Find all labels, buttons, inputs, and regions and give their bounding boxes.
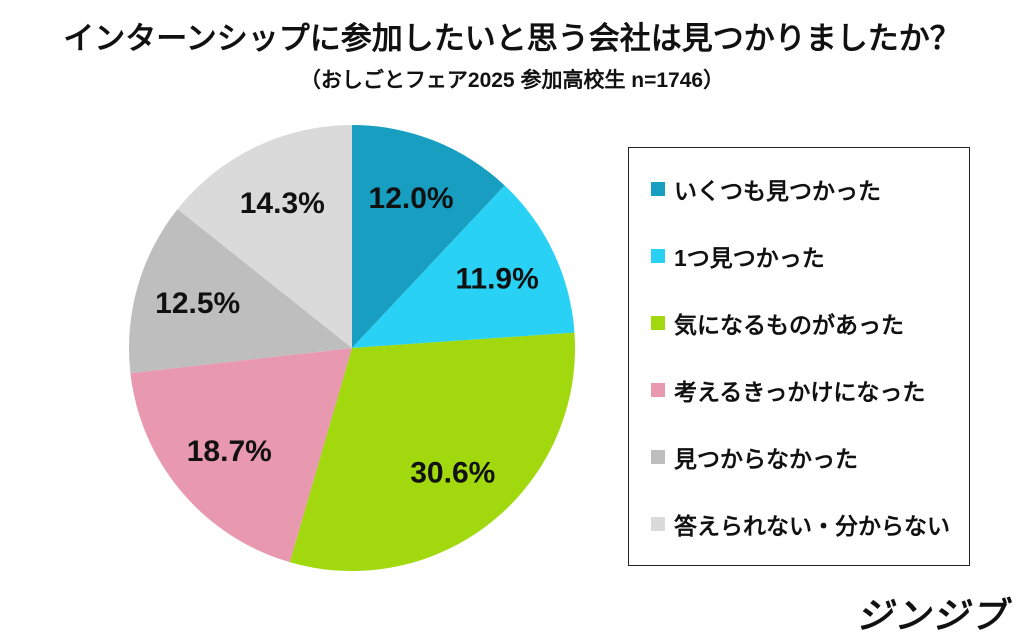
legend-swatch-icon [651, 382, 665, 397]
legend-item-1: 1つ見つかった [651, 239, 959, 273]
pie-slice-3 [130, 348, 352, 563]
legend-label: 気になるものがあった [674, 312, 904, 339]
pie-slice-5 [177, 125, 352, 348]
chart-subtitle: （おしごとフェア2025 参加高校生 n=1746） [299, 68, 725, 92]
legend-label: 1つ見つかった [674, 245, 825, 272]
slice-value-label: 18.7% [187, 435, 272, 468]
legend-swatch-icon [651, 249, 665, 264]
legend-label: 答えられない・分からない [674, 512, 950, 539]
legend-item-2: 気になるものがあった [651, 306, 959, 340]
pie-chart: 12.0% 11.9% 30.6% 18.7% 12.5% 14.3% [128, 125, 576, 572]
slice-value-label: 11.9% [455, 263, 538, 296]
chart-title: インターンシップに参加したいと思う会社は見つかりましたか？ [63, 21, 961, 56]
slice-value-label: 12.5% [155, 287, 240, 320]
legend-item-3: 考えるきっかけになった [651, 373, 959, 407]
pie-slice-4 [128, 209, 352, 374]
slice-value-label: 14.3% [240, 187, 325, 220]
pie-slice-0 [352, 125, 505, 348]
slice-value-label: 30.6% [410, 457, 495, 490]
legend-label: 見つからなかった [674, 445, 858, 472]
legend-swatch-icon [651, 516, 665, 531]
chart-legend: いくつも見つかった 1つ見つかった気になるものがあった 考えるきっかけになった 見つか… [628, 147, 970, 566]
legend-item-4: 見つからなかった [651, 440, 959, 474]
pie-slice-1 [352, 185, 575, 348]
legend-swatch-icon [651, 449, 665, 464]
legend-label: 考えるきっかけになった [674, 378, 926, 405]
legend-label: いくつも見つかった [674, 178, 881, 205]
legend-swatch-icon [651, 316, 665, 331]
legend-item-5: 答えられない・分からない [651, 507, 959, 541]
legend-swatch-icon [651, 182, 665, 197]
pie-slice-2 [289, 332, 576, 572]
legend-item-0: いくつも見つかった [651, 172, 959, 206]
company-logo: ジンジブ [855, 595, 1008, 636]
slice-value-label: 12.0% [369, 182, 454, 215]
chart-header: インターンシップに参加したいと思う会社は見つかりましたか？ （おしごとフェア20… [0, 21, 1024, 94]
